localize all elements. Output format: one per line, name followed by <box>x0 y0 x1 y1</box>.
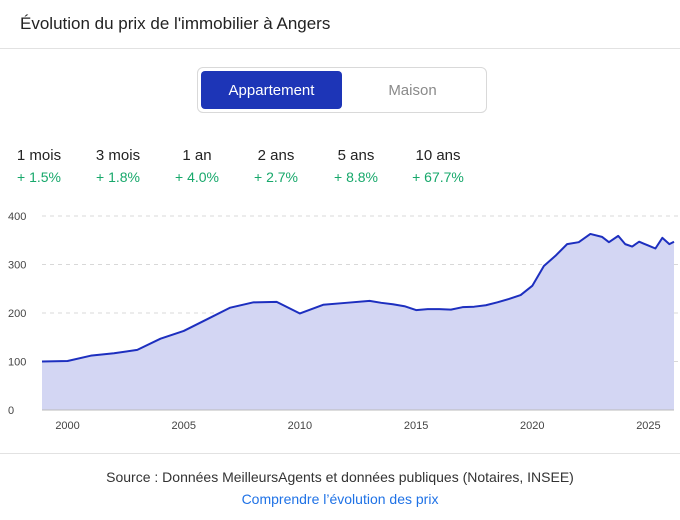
x-tick-label: 2005 <box>171 420 195 432</box>
stat-value: + 67.7% <box>412 169 464 185</box>
y-tick-label: 300 <box>8 260 26 272</box>
toggle-appartement-button[interactable]: Appartement <box>201 71 342 109</box>
stat-value: + 1.5% <box>17 169 61 185</box>
stat-1-mois: 1 mois + 1.5% <box>17 147 61 185</box>
stat-label: 3 mois <box>95 147 141 164</box>
methodology-link[interactable]: Comprendre l’évolution des prix <box>241 491 439 507</box>
x-tick-label: 2020 <box>520 420 544 432</box>
stat-value: + 4.0% <box>175 169 219 185</box>
page-title: Évolution du prix de l'immobilier à Ange… <box>20 14 331 33</box>
stat-3-mois: 3 mois + 1.8% <box>96 147 140 185</box>
x-tick-label: 2025 <box>636 420 660 432</box>
y-tick-label: 0 <box>8 405 14 417</box>
stat-value: + 1.8% <box>96 169 140 185</box>
x-tick-label: 2010 <box>288 420 312 432</box>
stat-10-ans: 10 ans + 67.7% <box>412 147 464 185</box>
stat-label: 1 an <box>182 147 212 164</box>
toggle-maison-button[interactable]: Maison <box>342 71 483 109</box>
price-line <box>41 232 675 363</box>
source-text: Source : Données MeilleursAgents et donn… <box>106 469 574 485</box>
stat-1-an: 1 an + 4.0% <box>175 147 219 185</box>
y-tick-label: 100 <box>8 357 26 369</box>
x-tick-label: 2000 <box>55 420 79 432</box>
footer: Source : Données MeilleursAgents et donn… <box>0 453 680 520</box>
y-tick-label: 400 <box>8 211 26 223</box>
stat-label: 5 ans <box>337 147 375 164</box>
stat-5-ans: 5 ans + 8.8% <box>334 147 378 185</box>
price-chart: 0 100 200 300 400 2000 2005 2010 2015 2020 2025 <box>8 211 680 432</box>
stat-label: 10 ans <box>415 147 461 164</box>
header: Évolution du prix de l'immobilier à Ange… <box>0 0 680 49</box>
price-area <box>42 233 674 410</box>
stat-value: + 8.8% <box>334 169 378 185</box>
y-tick-label: 200 <box>8 308 26 320</box>
stat-label: 1 mois <box>16 147 62 164</box>
stat-label: 2 ans <box>257 147 295 164</box>
property-type-toggle: Appartement Maison <box>197 67 487 113</box>
x-tick-label: 2015 <box>404 420 428 432</box>
stat-2-ans: 2 ans + 2.7% <box>254 147 298 185</box>
stat-value: + 2.7% <box>254 169 298 185</box>
